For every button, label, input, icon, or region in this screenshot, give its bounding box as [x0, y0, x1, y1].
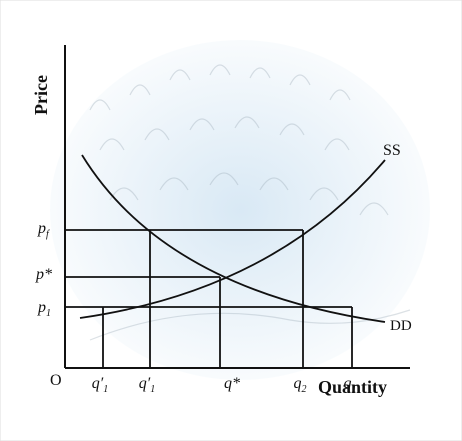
price-label: pf: [37, 220, 50, 240]
price-label-base: p*: [35, 266, 52, 283]
quantity-label: q1: [344, 375, 357, 395]
quantity-label-base: q′: [92, 375, 104, 392]
price-label: p*: [35, 266, 52, 283]
quantity-label-subscript: 1: [150, 384, 155, 395]
quantity-label-subscript: 1: [103, 384, 108, 395]
origin-label: O: [50, 372, 62, 389]
price-label-subscript: 1: [46, 308, 51, 319]
price-label-base: p: [37, 299, 46, 316]
quantity-label-subscript: 1: [352, 384, 357, 395]
quantity-label-base: q: [344, 375, 352, 392]
tick-labels: pfp*p1q′1 q′1 q* q2 q1: [35, 220, 357, 395]
price-label: p1: [37, 299, 51, 319]
demand-label: DD: [390, 318, 412, 334]
quantity-label-base: q: [294, 375, 302, 392]
x-axis-label: Quantity: [318, 377, 387, 397]
quantity-label: q′1: [92, 375, 109, 395]
demand-curve: [81, 154, 386, 323]
y-axis-label: Price: [31, 75, 51, 115]
guide-lines: [65, 229, 353, 368]
quantity-label-base: q*: [224, 375, 240, 392]
crowd-illustration: [50, 40, 430, 380]
supply-label: SS: [383, 142, 401, 159]
supply-curve: [79, 159, 386, 319]
quantity-label: q′1: [139, 375, 156, 395]
price-label-base: p: [37, 220, 46, 237]
quantity-label-base: q′: [139, 375, 151, 392]
price-label-subscript: f: [46, 229, 50, 240]
quantity-label: q*: [224, 375, 240, 392]
quantity-label-subscript: 2: [302, 384, 307, 395]
quantity-label: q2: [294, 375, 307, 395]
